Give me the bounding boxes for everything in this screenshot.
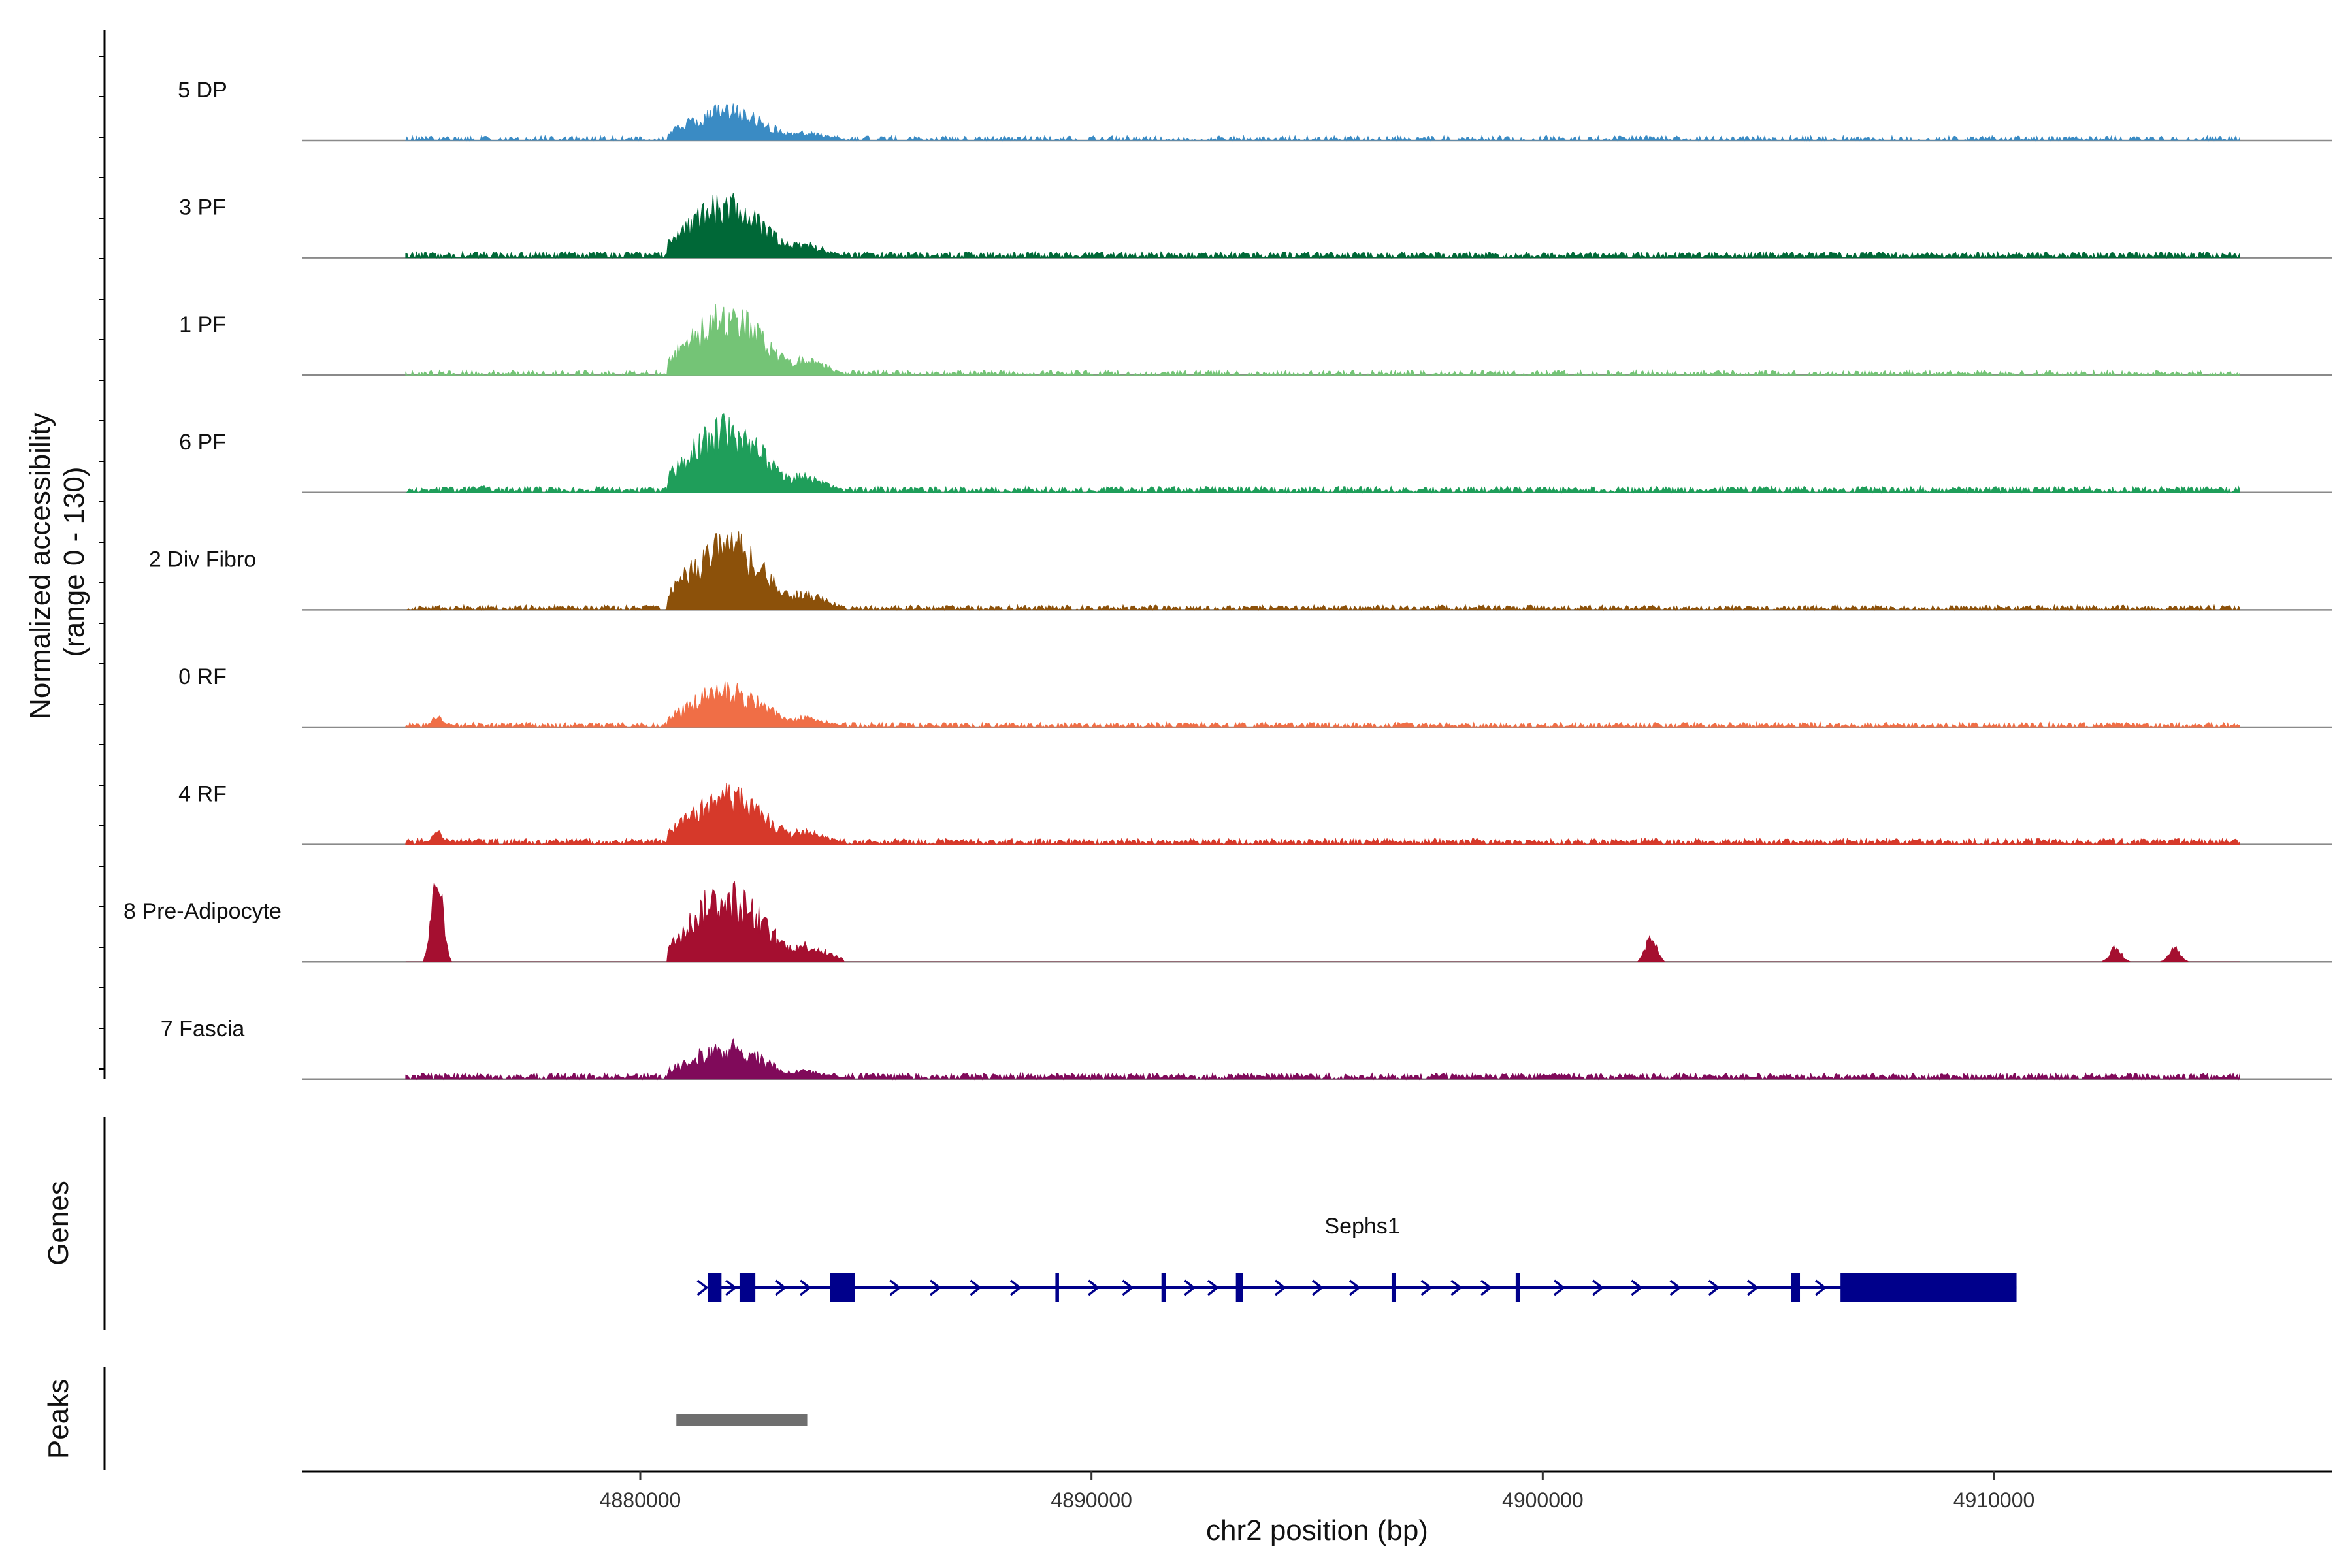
coverage-area	[405, 531, 2240, 612]
gene-exon	[1791, 1273, 1801, 1302]
strand-arrow	[970, 1279, 982, 1296]
strand-arrow	[1088, 1279, 1100, 1296]
track-8-pre-adipocyte: 8 Pre-Adipocyte	[123, 880, 2332, 963]
track-7-fascia: 7 Fascia	[161, 1017, 2332, 1081]
strand-arrow	[1553, 1279, 1565, 1296]
gene-name-label: Sephs1	[1324, 1214, 1399, 1239]
track-label: 3 PF	[179, 195, 226, 220]
gene-exon	[1840, 1273, 2017, 1302]
coverage-area	[405, 304, 2240, 376]
coverage-area	[405, 193, 2240, 259]
strand-arrow	[1274, 1279, 1286, 1296]
x-axis-ticks: 4880000 4890000 4900000 4910000	[600, 1471, 2035, 1512]
track-label: 7 Fascia	[161, 1017, 245, 1041]
track-6-pf: 6 PF	[179, 413, 2332, 494]
strand-arrow	[800, 1279, 811, 1296]
gene-exon	[708, 1273, 722, 1302]
track-3-pf: 3 PF	[179, 193, 2332, 259]
strand-arrow	[1184, 1279, 1196, 1296]
x-tick-label: 4880000	[600, 1488, 681, 1512]
gene-exon	[739, 1273, 756, 1302]
coverage-y-axis-title-line-1: Normalized accessibility	[24, 412, 56, 719]
strand-arrow	[1631, 1279, 1643, 1296]
peaks-axis-title: Peaks	[42, 1379, 74, 1459]
strand-arrow	[1592, 1279, 1605, 1296]
x-tick-label: 4900000	[1502, 1488, 1584, 1512]
strand-arrow	[929, 1279, 941, 1296]
strand-arrow	[725, 1279, 737, 1296]
coverage-area	[405, 783, 2240, 846]
track-label: 1 PF	[179, 312, 226, 337]
strand-arrow	[1009, 1279, 1022, 1296]
peak-region	[676, 1414, 808, 1426]
track-4-rf: 4 RF	[178, 782, 2332, 846]
coverage-area	[405, 880, 2240, 962]
coverage-area	[405, 103, 2240, 142]
gene-exon	[830, 1273, 855, 1302]
gene-exon	[1161, 1273, 1166, 1302]
strand-arrow	[1420, 1279, 1433, 1296]
coverage-y-axis-title-line-2: (range 0 - 130)	[58, 466, 90, 657]
track-label: 5 DP	[178, 78, 227, 103]
strand-arrow	[1311, 1279, 1324, 1296]
track-label: 0 RF	[178, 664, 227, 689]
coverage-area	[405, 413, 2240, 494]
peak-track	[676, 1414, 808, 1426]
track-label: 4 RF	[178, 782, 227, 807]
track-5-dp: 5 DP	[178, 78, 2332, 142]
track-label: 2 Div Fibro	[149, 547, 256, 572]
strand-arrow	[1708, 1279, 1720, 1296]
strand-arrow	[1348, 1279, 1361, 1296]
coverage-area	[405, 1037, 2240, 1081]
strand-arrow	[696, 1279, 709, 1296]
gene-exon	[1055, 1273, 1059, 1302]
strand-arrow	[1122, 1279, 1134, 1296]
track-2-div-fibro: 2 Div Fibro	[149, 531, 2332, 612]
track-label: 6 PF	[179, 430, 226, 455]
strand-arrow	[1815, 1279, 1827, 1296]
coverage-tracks: 5 DP 3 PF 1 PF 6 PF 2 Div Fibro 0 RF 4 RF 8 Pre…	[123, 78, 2332, 1081]
track-1-pf: 1 PF	[179, 304, 2332, 376]
track-label: 8 Pre-Adipocyte	[123, 899, 282, 924]
strand-arrow	[1207, 1279, 1219, 1296]
strand-arrow	[1669, 1279, 1682, 1296]
gene-exon	[1391, 1273, 1396, 1302]
x-axis-title: chr2 position (bp)	[1206, 1514, 1428, 1546]
strand-arrow	[889, 1279, 902, 1296]
gene-exon	[1515, 1273, 1520, 1302]
coverage-y-axis-title: Normalized accessibility (range 0 - 130)	[24, 404, 90, 719]
coverage-y-axis	[99, 30, 106, 1079]
genes-axis-title: Genes	[42, 1181, 74, 1266]
coverage-area	[405, 681, 2240, 728]
strand-arrow	[1480, 1279, 1492, 1296]
strand-arrow	[1746, 1279, 1759, 1296]
strand-arrow	[1450, 1279, 1463, 1296]
x-tick-label: 4890000	[1051, 1488, 1132, 1512]
strand-arrow	[775, 1279, 787, 1296]
gene-exon	[1235, 1273, 1243, 1302]
track-0-rf: 0 RF	[178, 664, 2332, 728]
gene-track: Sephs1	[696, 1214, 2017, 1302]
x-tick-label: 4910000	[1953, 1488, 2035, 1512]
